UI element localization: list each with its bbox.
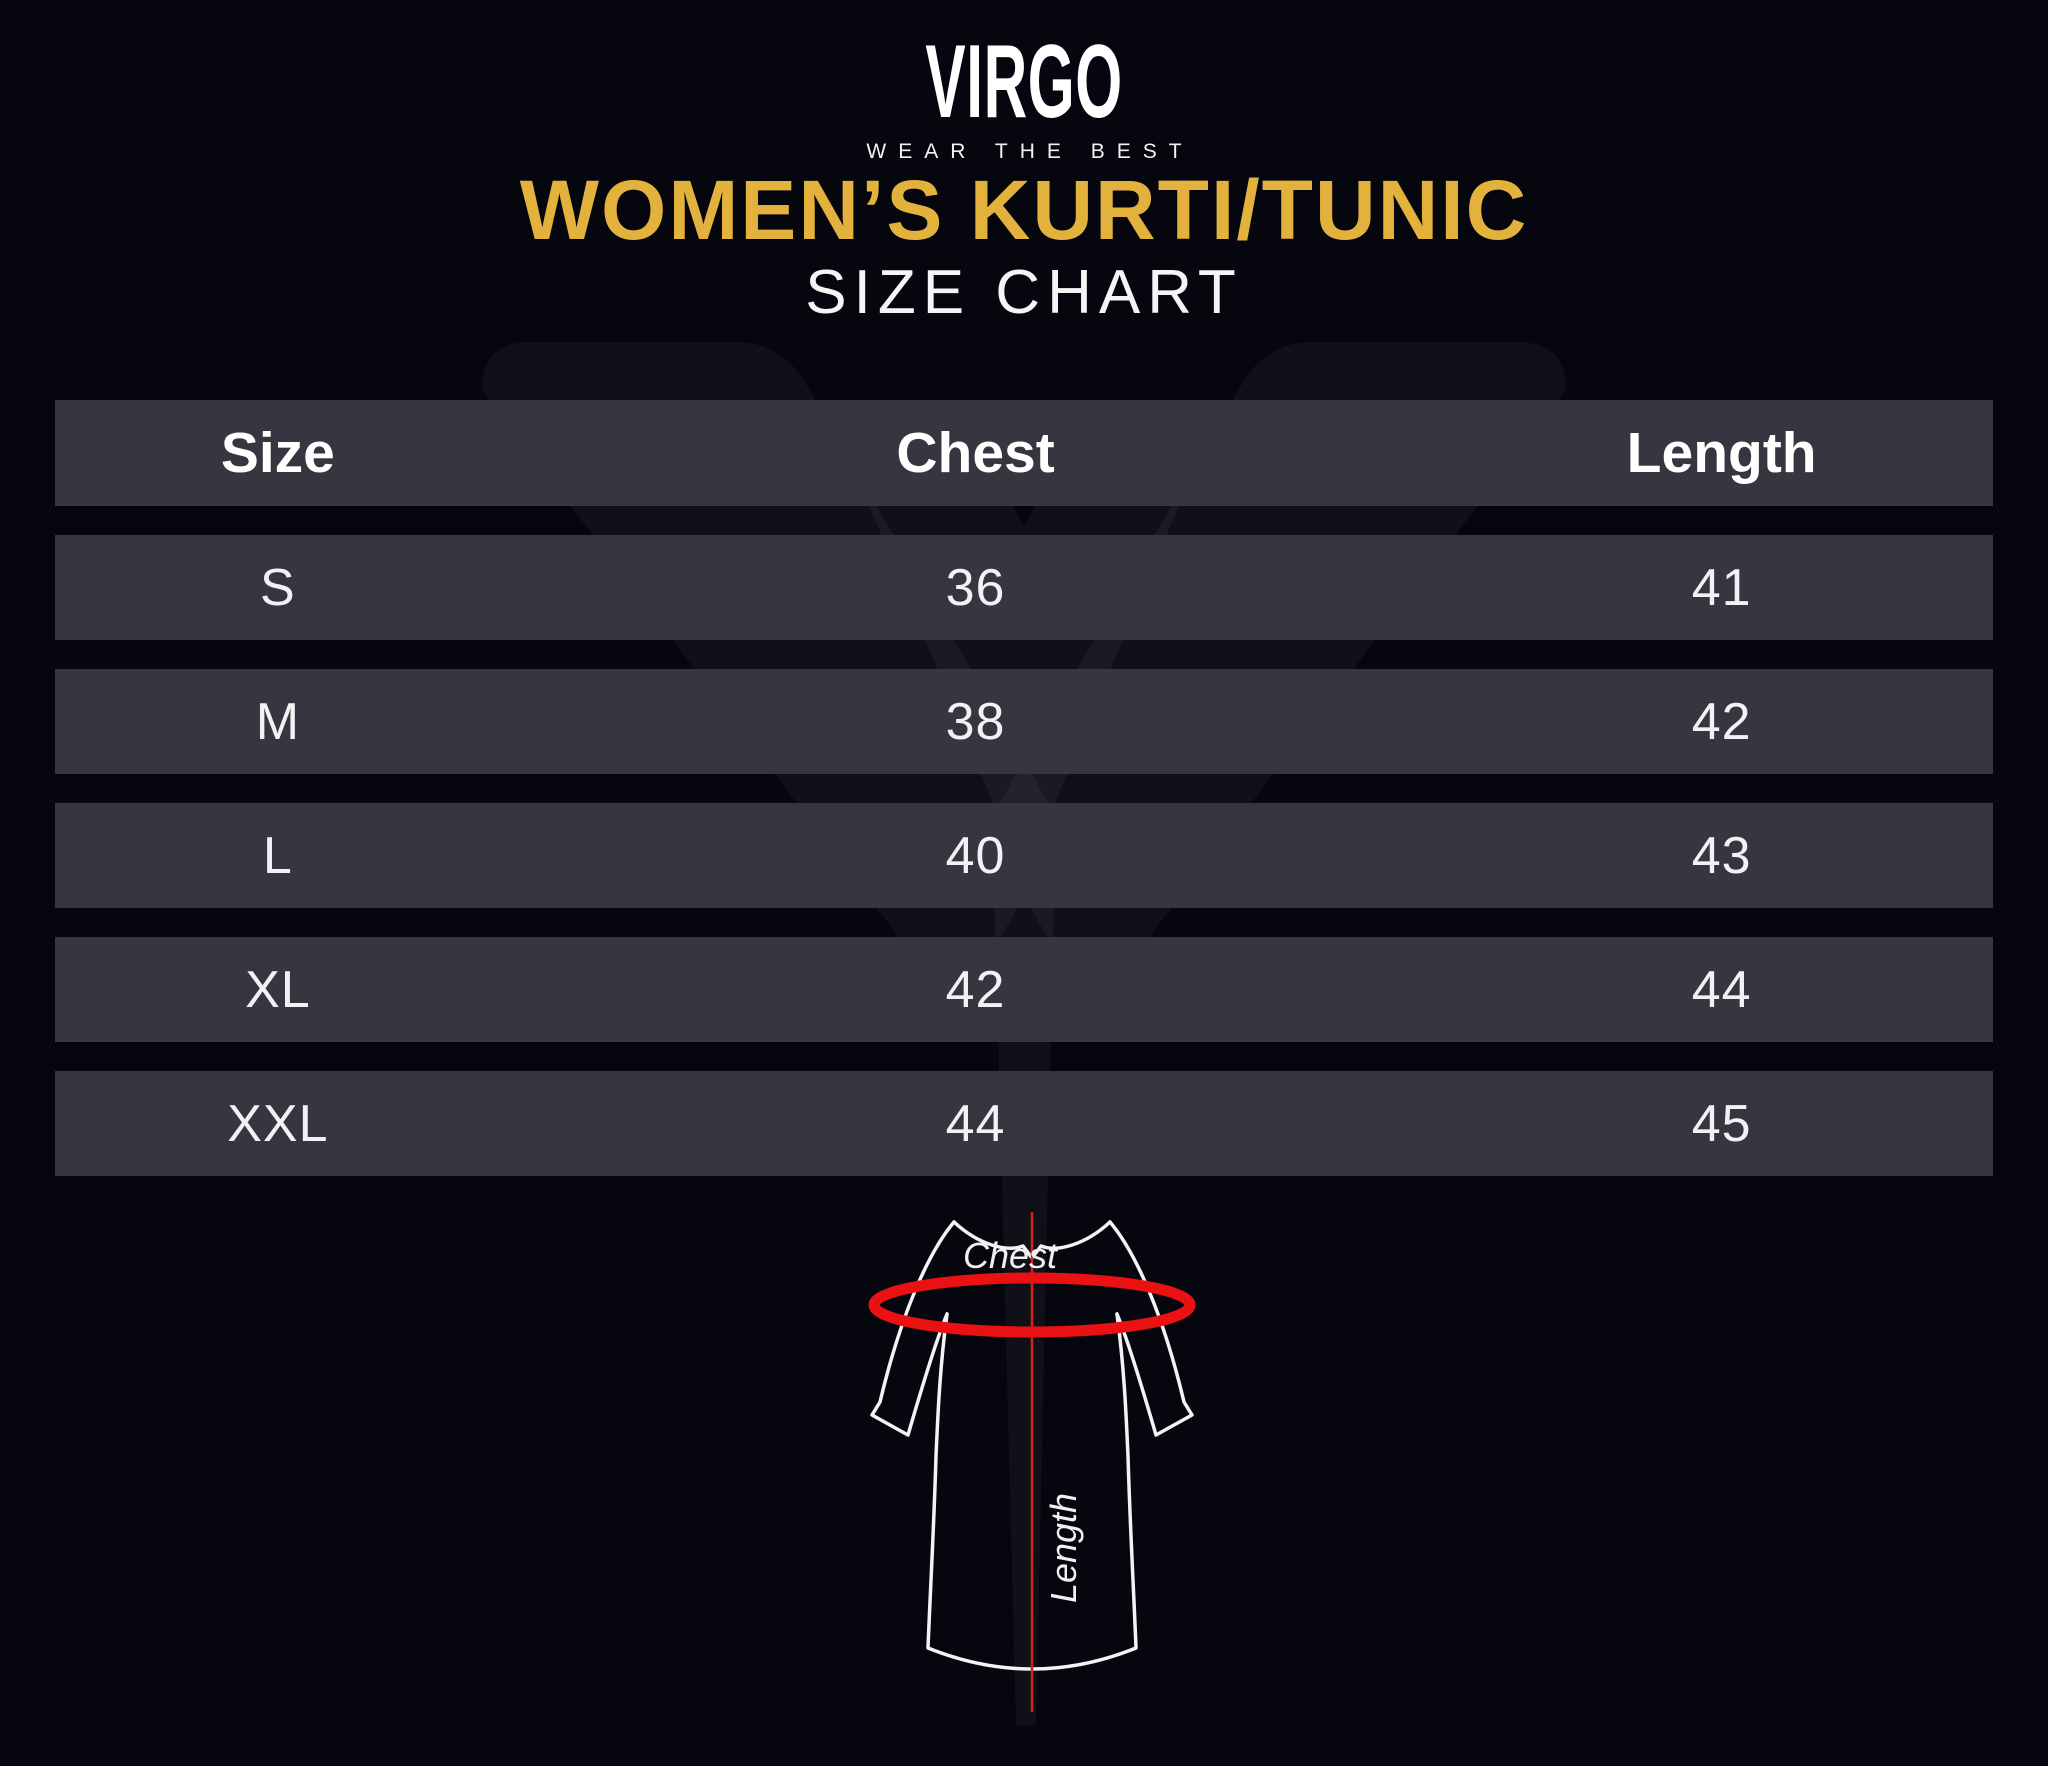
brand-tagline: WEAR THE BEST xyxy=(866,140,1194,163)
cell-size: S xyxy=(260,558,296,617)
cell-chest: 40 xyxy=(945,826,1006,885)
length-label: Length xyxy=(1043,1493,1084,1603)
brand-block: VIRGO WEAR THE BEST xyxy=(0,30,2048,164)
cell-length: 42 xyxy=(1691,692,1752,751)
page-subtitle: SIZE CHART xyxy=(805,258,1243,327)
cell-size: M xyxy=(255,692,301,751)
table-row: XXL 44 45 xyxy=(55,1071,1993,1176)
cell-length: 43 xyxy=(1691,826,1752,885)
cell-chest: 38 xyxy=(945,692,1006,751)
cell-size: XL xyxy=(245,960,311,1019)
table-header-row: Size Chest Length xyxy=(55,400,1993,506)
brand-logo: VIRGO xyxy=(925,24,1123,140)
column-header-chest: Chest xyxy=(896,421,1055,485)
chest-label: Chest xyxy=(963,1235,1059,1276)
table-row: S 36 41 xyxy=(55,535,1993,640)
cell-chest: 42 xyxy=(945,960,1006,1019)
cell-size: L xyxy=(262,826,293,885)
table-row: L 40 43 xyxy=(55,803,1993,908)
column-header-length: Length xyxy=(1626,421,1817,485)
cell-chest: 44 xyxy=(945,1094,1006,1153)
cell-length: 41 xyxy=(1691,558,1752,617)
kurti-measure-diagram: Chest Length xyxy=(868,1212,1196,1712)
page-title: WOMEN’S KURTI/TUNIC xyxy=(519,163,1529,257)
table-row: XL 42 44 xyxy=(55,937,1993,1042)
cell-size: XXL xyxy=(227,1094,329,1153)
cell-length: 44 xyxy=(1691,960,1752,1019)
column-header-size: Size xyxy=(220,421,335,485)
chest-measure-ellipse xyxy=(868,1272,1196,1338)
table-row: M 38 42 xyxy=(55,669,1993,774)
cell-length: 45 xyxy=(1691,1094,1752,1153)
cell-chest: 36 xyxy=(945,558,1006,617)
